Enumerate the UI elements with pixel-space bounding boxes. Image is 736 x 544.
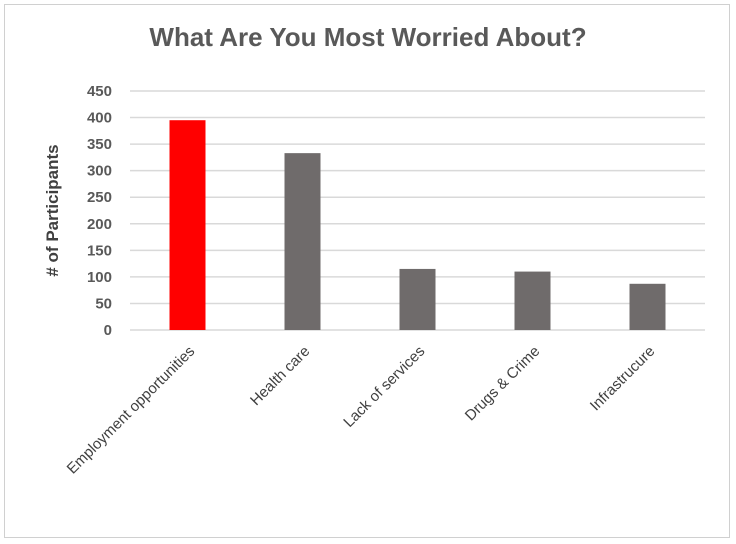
chart-title: What Are You Most Worried About? [149, 22, 587, 52]
y-tick-label: 400 [87, 110, 112, 127]
bar [169, 120, 206, 330]
bar [399, 268, 436, 330]
chart-frame [4, 4, 730, 538]
y-tick-label: 200 [87, 216, 112, 233]
x-category-label: Employment opportunities [64, 343, 199, 478]
x-category-label: Infrastrucure [587, 343, 659, 415]
y-axis-title: # of Participants [43, 144, 62, 276]
bar [629, 283, 666, 330]
y-tick-label: 350 [87, 136, 112, 153]
y-tick-label: 250 [87, 189, 112, 206]
y-tick-label: 100 [87, 269, 112, 286]
bar [284, 153, 321, 330]
y-tick-label: 0 [104, 322, 112, 339]
x-category-label: Lack of services [340, 343, 428, 431]
x-category-label: Drugs & Crime [462, 343, 544, 425]
y-tick-label: 150 [87, 242, 112, 259]
bar [514, 271, 551, 330]
y-tick-label: 50 [95, 295, 112, 312]
y-tick-label: 300 [87, 163, 112, 180]
x-category-label: Health care [247, 343, 313, 409]
y-tick-label: 450 [87, 83, 112, 100]
